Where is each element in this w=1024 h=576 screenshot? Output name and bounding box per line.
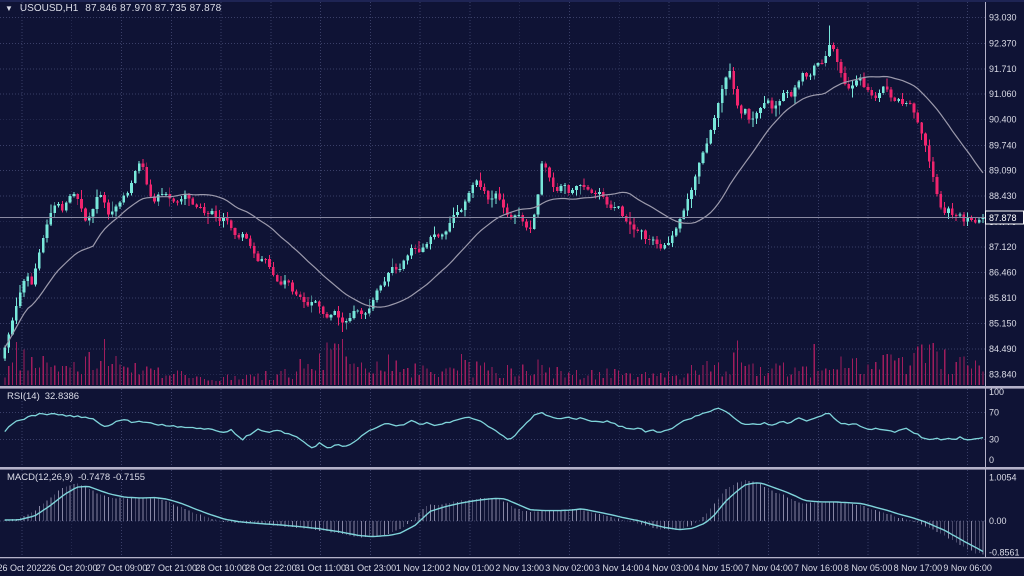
macd-axis-labels: 1.0054 0.00 -0.8561 bbox=[989, 472, 1020, 557]
svg-text:31 Oct 11:00: 31 Oct 11:00 bbox=[295, 563, 346, 573]
svg-text:86.460: 86.460 bbox=[989, 268, 1017, 278]
rsi-line bbox=[4, 407, 984, 449]
svg-text:26 Oct 2022: 26 Oct 2022 bbox=[0, 563, 47, 573]
svg-text:7 Nov 04:00: 7 Nov 04:00 bbox=[744, 563, 793, 573]
svg-text:2 Nov 01:00: 2 Nov 01:00 bbox=[446, 563, 495, 573]
current-price-marker: 87.878 bbox=[985, 210, 1024, 225]
macd-signal-line bbox=[4, 482, 984, 553]
svg-text:90.400: 90.400 bbox=[989, 115, 1017, 125]
symbol-timeframe-label: USOUSD,H1 bbox=[19, 3, 79, 14]
time-gridlines bbox=[21, 2, 969, 557]
svg-text:0: 0 bbox=[989, 455, 994, 465]
volume-bars bbox=[4, 339, 984, 385]
svg-text:85.150: 85.150 bbox=[989, 318, 1017, 328]
rsi-axis-labels: 100 70 30 0 bbox=[989, 387, 1004, 465]
rsi-indicator-label: RSI(14) 32.8386 bbox=[7, 391, 79, 402]
svg-text:91.060: 91.060 bbox=[989, 89, 1017, 99]
svg-text:0.00: 0.00 bbox=[989, 516, 1007, 526]
svg-text:89.740: 89.740 bbox=[989, 140, 1017, 150]
svg-text:8 Nov 17:00: 8 Nov 17:00 bbox=[894, 563, 943, 573]
macd-histogram bbox=[4, 480, 984, 555]
svg-text:31 Oct 23:00: 31 Oct 23:00 bbox=[345, 563, 397, 573]
price-axis-labels: 93.030 92.370 91.710 91.060 90.400 89.740 89.0… bbox=[989, 13, 1017, 380]
svg-text:91.710: 91.710 bbox=[989, 64, 1017, 74]
rsi-name: RSI(14) bbox=[7, 391, 40, 402]
svg-text:9 Nov 06:00: 9 Nov 06:00 bbox=[943, 563, 992, 573]
svg-text:28 Oct 10:00: 28 Oct 10:00 bbox=[195, 563, 247, 573]
svg-text:93.030: 93.030 bbox=[989, 13, 1017, 23]
svg-text:87.120: 87.120 bbox=[989, 242, 1017, 252]
svg-text:70: 70 bbox=[989, 407, 999, 417]
svg-text:1 Nov 12:00: 1 Nov 12:00 bbox=[396, 563, 445, 573]
svg-text:3 Nov 02:00: 3 Nov 02:00 bbox=[545, 563, 594, 573]
svg-text:85.810: 85.810 bbox=[989, 293, 1017, 303]
moving-average-line bbox=[4, 75, 984, 348]
svg-text:27 Oct 09:00: 27 Oct 09:00 bbox=[96, 563, 148, 573]
rsi-value: 32.8386 bbox=[44, 391, 80, 402]
symbol-dropdown-icon[interactable]: ▼ bbox=[5, 3, 13, 13]
svg-text:83.840: 83.840 bbox=[989, 369, 1017, 379]
svg-text:3 Nov 14:00: 3 Nov 14:00 bbox=[595, 563, 644, 573]
macd-indicator-label: MACD(12,26,9) -0.7478 -0.7155 bbox=[7, 472, 145, 483]
svg-text:4 Nov 03:00: 4 Nov 03:00 bbox=[645, 563, 694, 573]
svg-text:1.0054: 1.0054 bbox=[989, 472, 1017, 482]
svg-text:4 Nov 15:00: 4 Nov 15:00 bbox=[695, 563, 744, 573]
panel-separators bbox=[0, 2, 1024, 559]
macd-name: MACD(12,26,9) bbox=[7, 472, 73, 483]
svg-text:2 Nov 13:00: 2 Nov 13:00 bbox=[495, 563, 544, 573]
svg-text:88.430: 88.430 bbox=[989, 191, 1017, 201]
svg-text:30: 30 bbox=[989, 435, 999, 445]
macd-values: -0.7478 -0.7155 bbox=[78, 472, 146, 483]
svg-text:8 Nov 05:00: 8 Nov 05:00 bbox=[844, 563, 893, 573]
ohlc-values: 87.846 87.970 87.735 87.878 bbox=[85, 3, 222, 14]
svg-text:92.370: 92.370 bbox=[989, 38, 1017, 48]
svg-text:27 Oct 21:00: 27 Oct 21:00 bbox=[146, 563, 198, 573]
svg-text:84.490: 84.490 bbox=[989, 344, 1017, 354]
svg-text:100: 100 bbox=[989, 387, 1004, 397]
candles bbox=[3, 25, 985, 361]
chart-title-bar: ▼ USOUSD,H1 87.846 87.970 87.735 87.878 bbox=[5, 3, 221, 14]
svg-text:26 Oct 20:00: 26 Oct 20:00 bbox=[46, 563, 98, 573]
price-gridlines bbox=[0, 17, 985, 522]
svg-text:-0.8561: -0.8561 bbox=[989, 548, 1020, 558]
svg-text:7 Nov 16:00: 7 Nov 16:00 bbox=[794, 563, 843, 573]
svg-text:89.090: 89.090 bbox=[989, 166, 1017, 176]
svg-text:28 Oct 22:00: 28 Oct 22:00 bbox=[245, 563, 297, 573]
svg-text:87.878: 87.878 bbox=[989, 213, 1017, 223]
